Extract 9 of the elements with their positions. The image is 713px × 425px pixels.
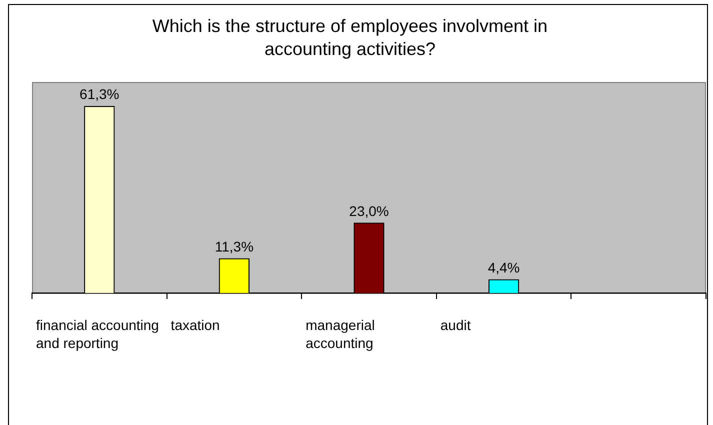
x-tick-label: financial accounting and reporting <box>36 316 159 351</box>
data-label: 11,3% <box>214 238 254 254</box>
x-tick-label: taxation <box>170 316 220 333</box>
data-label: 4,4% <box>488 259 520 276</box>
data-label: 61,3% <box>80 86 120 102</box>
data-label: 23,0% <box>349 202 389 219</box>
x-tick-label: managerial accounting <box>306 316 375 351</box>
x-tick-label: audit <box>440 316 471 333</box>
chart-title: Which is the structure of employees involvment in accounting activities? <box>151 15 549 61</box>
